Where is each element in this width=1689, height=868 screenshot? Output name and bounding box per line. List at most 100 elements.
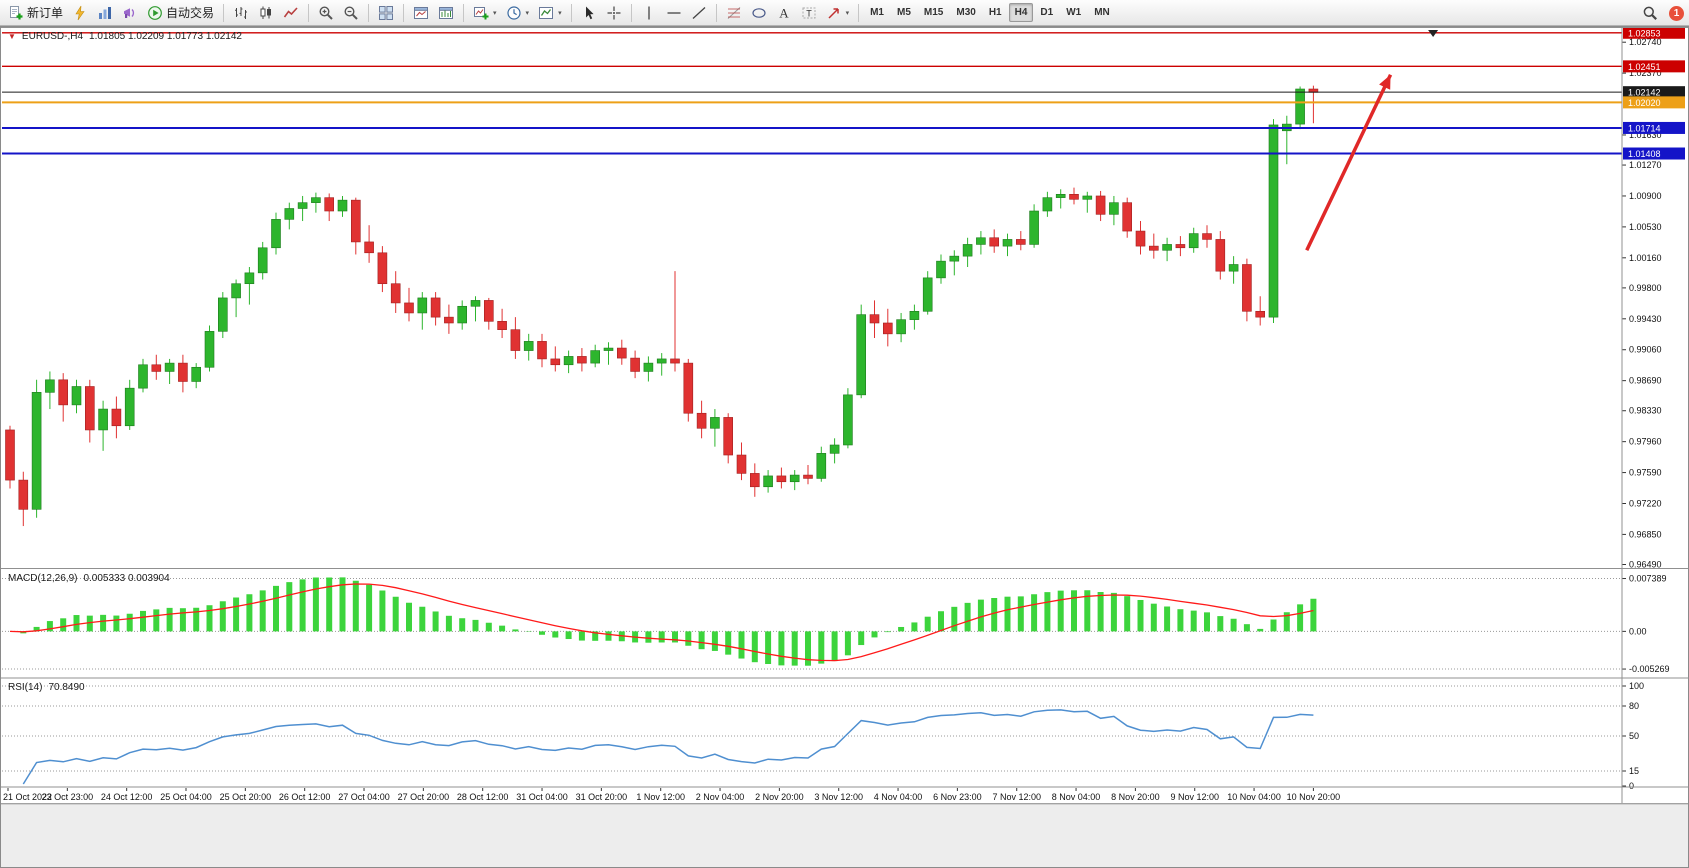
- candle-body: [537, 341, 547, 360]
- quick-trade-button[interactable]: [68, 2, 92, 24]
- new-chart-button[interactable]: [409, 2, 433, 24]
- arrow-tool-button[interactable]: ▾: [822, 2, 854, 24]
- label-tool-button[interactable]: T: [797, 2, 821, 24]
- chart-line-icon: [283, 5, 299, 21]
- time-axis-label: 31 Oct 20:00: [576, 792, 628, 802]
- candle-body: [816, 453, 827, 479]
- svg-text:A: A: [779, 5, 789, 20]
- candle-body: [616, 347, 627, 359]
- chart-line-button[interactable]: [279, 2, 303, 24]
- horizontal-line-button[interactable]: [662, 2, 686, 24]
- macd-axis-label: -0.005269: [1629, 664, 1670, 674]
- price-axis-label: 0.99800: [1629, 283, 1662, 293]
- price-tag: [1623, 60, 1685, 73]
- tile-windows-button[interactable]: [374, 2, 398, 24]
- price-axis-label: 1.01270: [1629, 160, 1662, 170]
- bottom-strip: [0, 804, 1689, 868]
- candle-body: [178, 362, 188, 382]
- timeframe-mn-button[interactable]: MN: [1094, 7, 1110, 18]
- crosshair-button[interactable]: [602, 2, 626, 24]
- timeframe-m30-button[interactable]: M30: [956, 7, 976, 18]
- candle-body: [776, 475, 787, 483]
- market-depth-button[interactable]: [93, 2, 117, 24]
- candle-body: [710, 417, 720, 429]
- time-axis-label: 9 Nov 12:00: [1170, 792, 1219, 802]
- candle-body: [218, 297, 228, 332]
- time-axis-label: 25 Oct 20:00: [220, 792, 272, 802]
- time-axis-label: 10 Nov 20:00: [1287, 792, 1341, 802]
- candle-body: [45, 379, 55, 393]
- search-icon: [1642, 5, 1658, 21]
- candle-body: [763, 475, 773, 488]
- price-tag: [1623, 96, 1685, 109]
- chart-candles-icon: [258, 5, 274, 21]
- market-depth-icon: [97, 5, 113, 21]
- price-axis-label: 1.00160: [1629, 253, 1662, 263]
- candle-body: [1015, 239, 1026, 245]
- time-axis-label: 25 Oct 04:00: [160, 792, 212, 802]
- arrange-charts-icon: [438, 5, 454, 21]
- candle-body: [151, 364, 162, 372]
- candle-body: [1188, 233, 1199, 249]
- toolbar-separator: [630, 3, 632, 22]
- candle-body: [683, 362, 694, 414]
- chart-candles-button[interactable]: [254, 2, 278, 24]
- trendline-button[interactable]: [687, 2, 711, 24]
- fibonacci-button[interactable]: [722, 2, 746, 24]
- fibonacci-icon: [726, 5, 742, 21]
- candle-body: [896, 319, 906, 335]
- price-tag: [1623, 121, 1685, 134]
- text-tool-button[interactable]: A: [772, 2, 796, 24]
- candle-body: [656, 358, 667, 364]
- zoom-out-button[interactable]: [339, 2, 363, 24]
- candle-body: [1042, 197, 1053, 212]
- timeframe-m5-button[interactable]: M5: [897, 7, 911, 18]
- chart-bars-button[interactable]: [229, 2, 253, 24]
- notification-badge[interactable]: 1: [1669, 5, 1684, 21]
- rsi-line: [22, 709, 1314, 785]
- price-axis-label: 0.99060: [1629, 345, 1662, 355]
- periods-icon: [506, 5, 522, 21]
- time-axis-label: 3 Nov 12:00: [814, 792, 863, 802]
- auto-trading-icon: [147, 5, 163, 21]
- dropdown-arrow-icon: ▾: [493, 9, 497, 17]
- time-axis-label: 28 Oct 12:00: [457, 792, 509, 802]
- shapes-button[interactable]: [747, 2, 771, 24]
- candle-body: [803, 474, 813, 479]
- candle-body: [457, 305, 468, 324]
- templates-button[interactable]: ▾: [534, 2, 566, 24]
- new-chart-icon: [413, 5, 429, 21]
- candle-body: [1149, 245, 1159, 251]
- candle-body: [789, 474, 800, 483]
- candle-body: [1069, 193, 1079, 200]
- zoom-in-button[interactable]: [314, 2, 338, 24]
- crosshair-icon: [606, 5, 622, 21]
- auto-trading-button[interactable]: 自动交易: [143, 2, 218, 24]
- timeframe-d1-button[interactable]: D1: [1040, 7, 1054, 18]
- candle-body: [1135, 230, 1146, 247]
- candle-body: [1175, 244, 1186, 249]
- timeframe-m15-button[interactable]: M15: [923, 7, 944, 18]
- price-axis-label: 1.01630: [1629, 130, 1662, 140]
- candle-body: [470, 300, 481, 307]
- candle-body: [989, 237, 1000, 247]
- new-order-button[interactable]: 新订单: [4, 2, 67, 24]
- periods-button[interactable]: ▾: [502, 2, 534, 24]
- candle-body: [324, 197, 335, 212]
- chart-canvas[interactable]: 1.02740 1.02370 1.01630 1.01270 1.00900 1.005…: [0, 26, 1689, 868]
- timeframe-w1-button[interactable]: W1: [1066, 7, 1082, 18]
- candle-body: [1029, 210, 1039, 245]
- indicators-button[interactable]: ▾: [469, 2, 501, 24]
- rsi-axis-label: 15: [1629, 766, 1639, 776]
- arrange-charts-button[interactable]: [434, 2, 458, 24]
- timeframe-m1-button[interactable]: M1: [870, 7, 884, 18]
- timeframe-h1-button[interactable]: H1: [988, 7, 1002, 18]
- cursor-button[interactable]: [577, 2, 601, 24]
- timeframe-h4-button[interactable]: H4: [1008, 3, 1034, 22]
- search-button[interactable]: [1638, 2, 1662, 24]
- candle-body: [244, 272, 255, 285]
- alerts-button[interactable]: [118, 2, 142, 24]
- time-axis-label: 2 Nov 04:00: [696, 792, 745, 802]
- vertical-line-button[interactable]: [637, 2, 661, 24]
- price-axis-label: 0.97220: [1629, 498, 1662, 508]
